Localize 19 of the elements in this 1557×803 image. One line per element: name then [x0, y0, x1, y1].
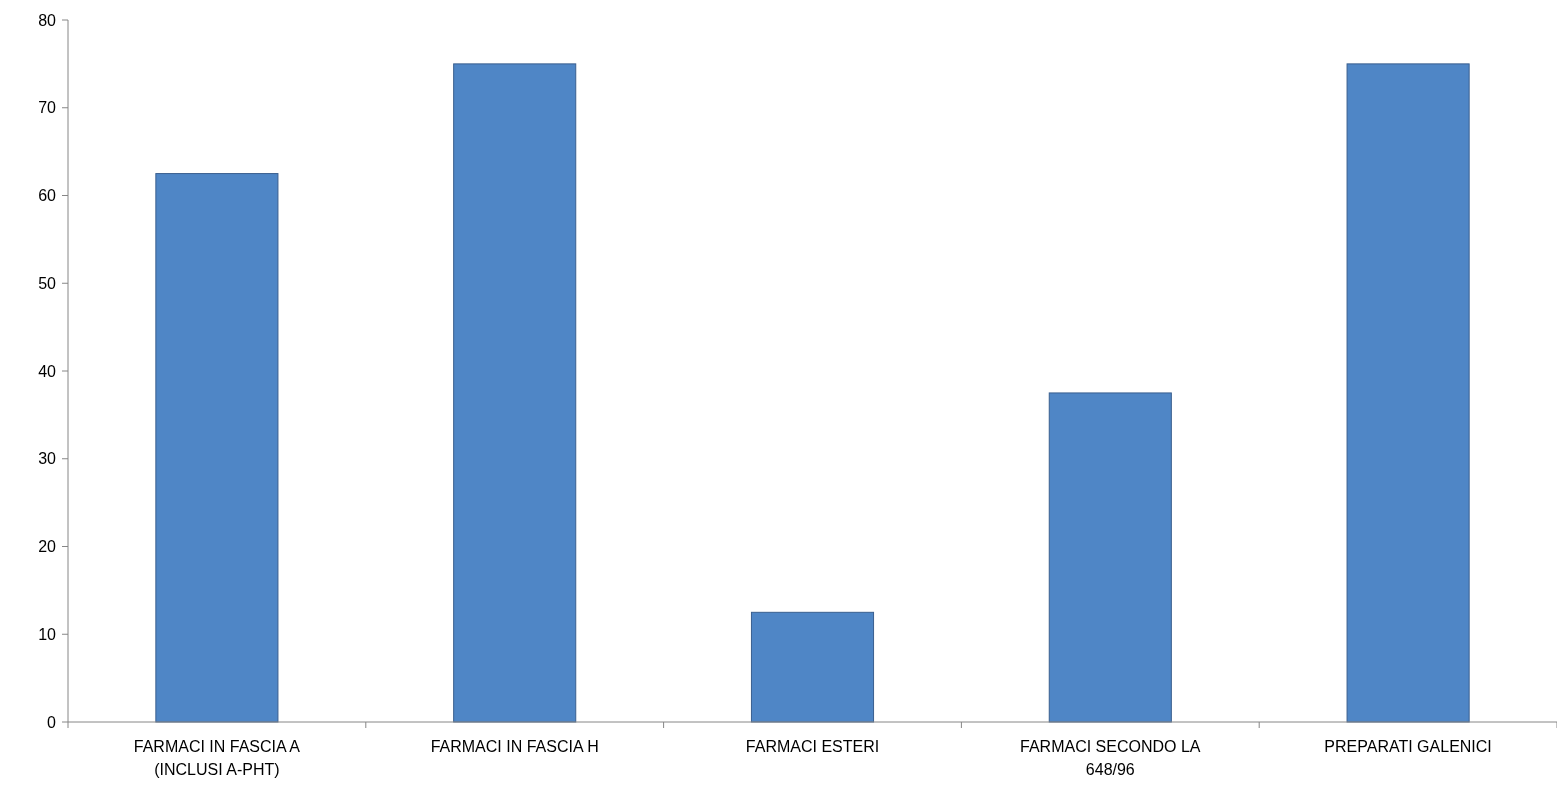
- x-tick-label: PREPARATI GALENICI: [1324, 738, 1492, 755]
- bar: [750, 611, 875, 723]
- y-tick-label: 70: [38, 99, 57, 117]
- y-tick-label: 20: [38, 538, 57, 556]
- x-tick-label: FARMACI IN FASCIA A (INCLUSI A-PHT): [133, 738, 301, 778]
- x-tick-label: FARMACI ESTERI: [745, 738, 880, 755]
- bar: [155, 173, 279, 723]
- y-tick-label: 10: [38, 625, 57, 643]
- y-tick-label: 80: [38, 11, 57, 29]
- y-tick-label: 0: [47, 713, 57, 731]
- bar: [453, 63, 577, 723]
- y-tick-label: 30: [38, 450, 57, 468]
- y-tick-label: 50: [38, 274, 57, 292]
- x-tick-label: FARMACI IN FASCIA H: [430, 738, 599, 755]
- bar: [1346, 63, 1470, 723]
- y-tick-label: 40: [38, 362, 57, 380]
- x-tick-label: FARMACI SECONDO LA 648/96: [1020, 738, 1201, 778]
- bar: [1048, 392, 1172, 723]
- y-tick-label: 60: [38, 187, 57, 205]
